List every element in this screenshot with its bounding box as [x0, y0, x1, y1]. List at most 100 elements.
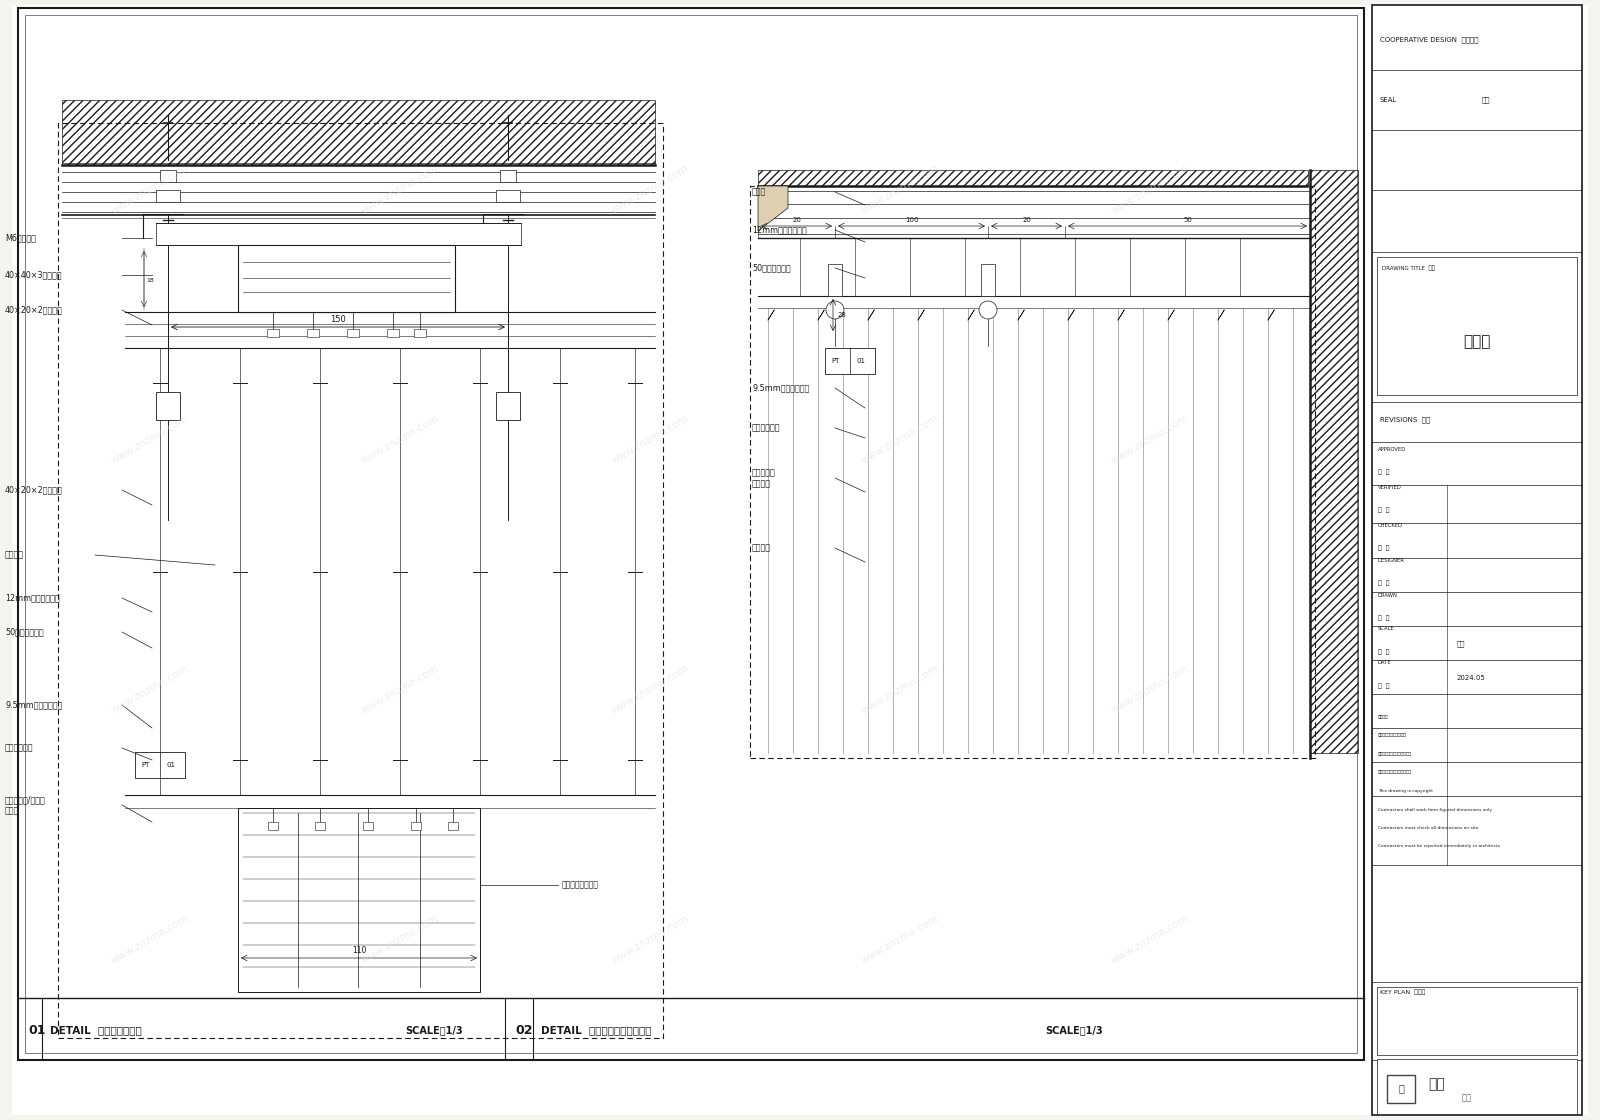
Bar: [1310, 170, 1358, 753]
Circle shape: [979, 301, 997, 319]
Text: 40×20×2镀锡方管: 40×20×2镀锡方管: [5, 485, 62, 495]
Text: 18: 18: [146, 278, 154, 282]
Text: 白色无机涂料: 白色无机涂料: [5, 744, 34, 753]
Text: www.znzmo.com: www.znzmo.com: [110, 664, 190, 716]
Text: 盖章: 盖章: [1482, 96, 1491, 103]
Text: 9.5mm厉纸面石膏板: 9.5mm厉纸面石膏板: [752, 383, 810, 392]
Text: www.znzmo.com: www.znzmo.com: [360, 664, 440, 716]
Text: 定制成品推拉移门: 定制成品推拉移门: [562, 880, 598, 889]
Text: 嵌入式隐形
窗帘轨道: 嵌入式隐形 窗帘轨道: [752, 468, 776, 488]
Bar: [750, 186, 1315, 758]
Text: COOPERATIVE DESIGN  合作设计: COOPERATIVE DESIGN 合作设计: [1379, 37, 1478, 44]
Text: KEY PLAN  索引图: KEY PLAN 索引图: [1379, 989, 1426, 995]
Circle shape: [826, 301, 845, 319]
Bar: [267, 329, 278, 337]
Text: 比  例: 比 例: [1378, 650, 1389, 655]
Text: www.znzmo.com: www.znzmo.com: [610, 664, 690, 716]
Text: www.znzmo.com: www.znzmo.com: [360, 413, 440, 466]
Text: 如有不符须立即通知设计单位: 如有不符须立即通知设计单位: [1378, 771, 1413, 775]
Text: 50系列轻锂龙骨: 50系列轻锂龙骨: [5, 627, 43, 636]
Bar: [58, 123, 662, 1038]
Text: Contractors must check all dimensions on site: Contractors must check all dimensions on…: [1378, 827, 1478, 830]
Text: www.znzmo.com: www.znzmo.com: [110, 164, 190, 216]
Text: 白色无机涂料: 白色无机涂料: [752, 423, 781, 432]
Bar: [134, 752, 186, 778]
Text: 制  图: 制 图: [1378, 615, 1389, 620]
Text: www.znzmo.com: www.znzmo.com: [1110, 664, 1190, 716]
Text: www.znzmo.com: www.znzmo.com: [1110, 914, 1190, 967]
Text: 审  核: 审 核: [1378, 507, 1389, 513]
Text: www.znzmo.com: www.znzmo.com: [610, 914, 690, 967]
Text: 02: 02: [515, 1024, 533, 1036]
Text: PT: PT: [832, 358, 840, 364]
Bar: [157, 223, 522, 245]
Text: 图纸尺寸: 图纸尺寸: [1378, 715, 1389, 719]
Polygon shape: [758, 186, 789, 231]
Bar: [363, 822, 373, 830]
Text: 施工时请以标注尺寸为准: 施工时请以标注尺寸为准: [1378, 734, 1406, 737]
Text: 150: 150: [330, 315, 346, 324]
Text: 节点图: 节点图: [1464, 335, 1491, 349]
Bar: [758, 170, 1309, 186]
Bar: [18, 8, 1363, 1060]
Text: www.znzmo.com: www.znzmo.com: [360, 914, 440, 967]
Text: www.znzmo.com: www.znzmo.com: [110, 914, 190, 967]
Text: 01: 01: [166, 762, 174, 768]
Text: 设  计: 设 计: [1378, 580, 1389, 586]
Text: www.znzmo.com: www.znzmo.com: [859, 914, 941, 967]
Text: 知: 知: [1398, 1083, 1403, 1093]
Text: 日  期: 日 期: [1378, 683, 1389, 689]
Text: DETAIL  线型轨道大样图: DETAIL 线型轨道大样图: [50, 1025, 142, 1035]
Text: 12mm厉防火阻燃板: 12mm厉防火阻燃板: [752, 225, 806, 234]
Text: 110: 110: [352, 946, 366, 955]
Text: DATE: DATE: [1378, 661, 1392, 665]
Text: 12mm厉防火阻燃板: 12mm厉防火阻燃板: [5, 594, 59, 603]
Bar: [414, 329, 426, 337]
Bar: [1378, 987, 1578, 1055]
Text: SCALE: SCALE: [1378, 626, 1395, 632]
Text: M6膨张贚栓: M6膨张贚栓: [5, 233, 35, 243]
Bar: [496, 392, 520, 420]
Bar: [1387, 1075, 1414, 1103]
Bar: [269, 822, 278, 830]
Bar: [157, 392, 181, 420]
Text: DRAWN: DRAWN: [1378, 592, 1398, 597]
Text: www.znzmo.com: www.znzmo.com: [610, 164, 690, 216]
Bar: [26, 15, 1357, 1053]
Bar: [1378, 1060, 1578, 1114]
Text: 装饰: 装饰: [1462, 1093, 1472, 1102]
Text: 知末: 知末: [1429, 1077, 1445, 1091]
Text: VERIFIED: VERIFIED: [1378, 485, 1402, 489]
Bar: [160, 170, 176, 181]
Bar: [981, 264, 995, 296]
Text: 9.5mm厉纸面石膏板: 9.5mm厉纸面石膏板: [5, 700, 62, 709]
Text: DETAIL  嵌入式隐形轨道大样图: DETAIL 嵌入式隐形轨道大样图: [541, 1025, 651, 1035]
Text: DRAWING TITLE  图名: DRAWING TITLE 图名: [1382, 265, 1435, 271]
Text: 100: 100: [904, 217, 918, 223]
Text: 线性轨道: 线性轨道: [5, 551, 24, 560]
Text: www.znzmo.com: www.znzmo.com: [610, 413, 690, 466]
Bar: [1378, 256, 1578, 395]
Bar: [315, 822, 325, 830]
Text: www.znzmo.com: www.znzmo.com: [1110, 164, 1190, 216]
Text: 20: 20: [792, 217, 802, 223]
Text: 01: 01: [29, 1024, 45, 1036]
Bar: [157, 190, 181, 202]
Text: 见图: 见图: [1458, 641, 1466, 647]
Bar: [62, 100, 654, 165]
Text: 木楞子: 木楞子: [752, 187, 766, 196]
Bar: [411, 822, 421, 830]
Bar: [1373, 4, 1582, 1116]
Text: 施工单位应现场核验结构尺寸: 施工单位应现场核验结构尺寸: [1378, 752, 1413, 756]
Bar: [496, 190, 520, 202]
Text: APPROVED: APPROVED: [1378, 447, 1406, 451]
Bar: [307, 329, 318, 337]
Text: This drawing is copyright: This drawing is copyright: [1378, 788, 1434, 793]
Text: 审  定: 审 定: [1378, 469, 1389, 475]
Text: www.znzmo.com: www.znzmo.com: [1110, 413, 1190, 466]
Bar: [826, 348, 875, 374]
Text: 蛇形窗帘: 蛇形窗帘: [752, 543, 771, 552]
Text: 校  对: 校 对: [1378, 545, 1389, 551]
Text: SEAL: SEAL: [1379, 97, 1397, 103]
Bar: [501, 170, 517, 181]
